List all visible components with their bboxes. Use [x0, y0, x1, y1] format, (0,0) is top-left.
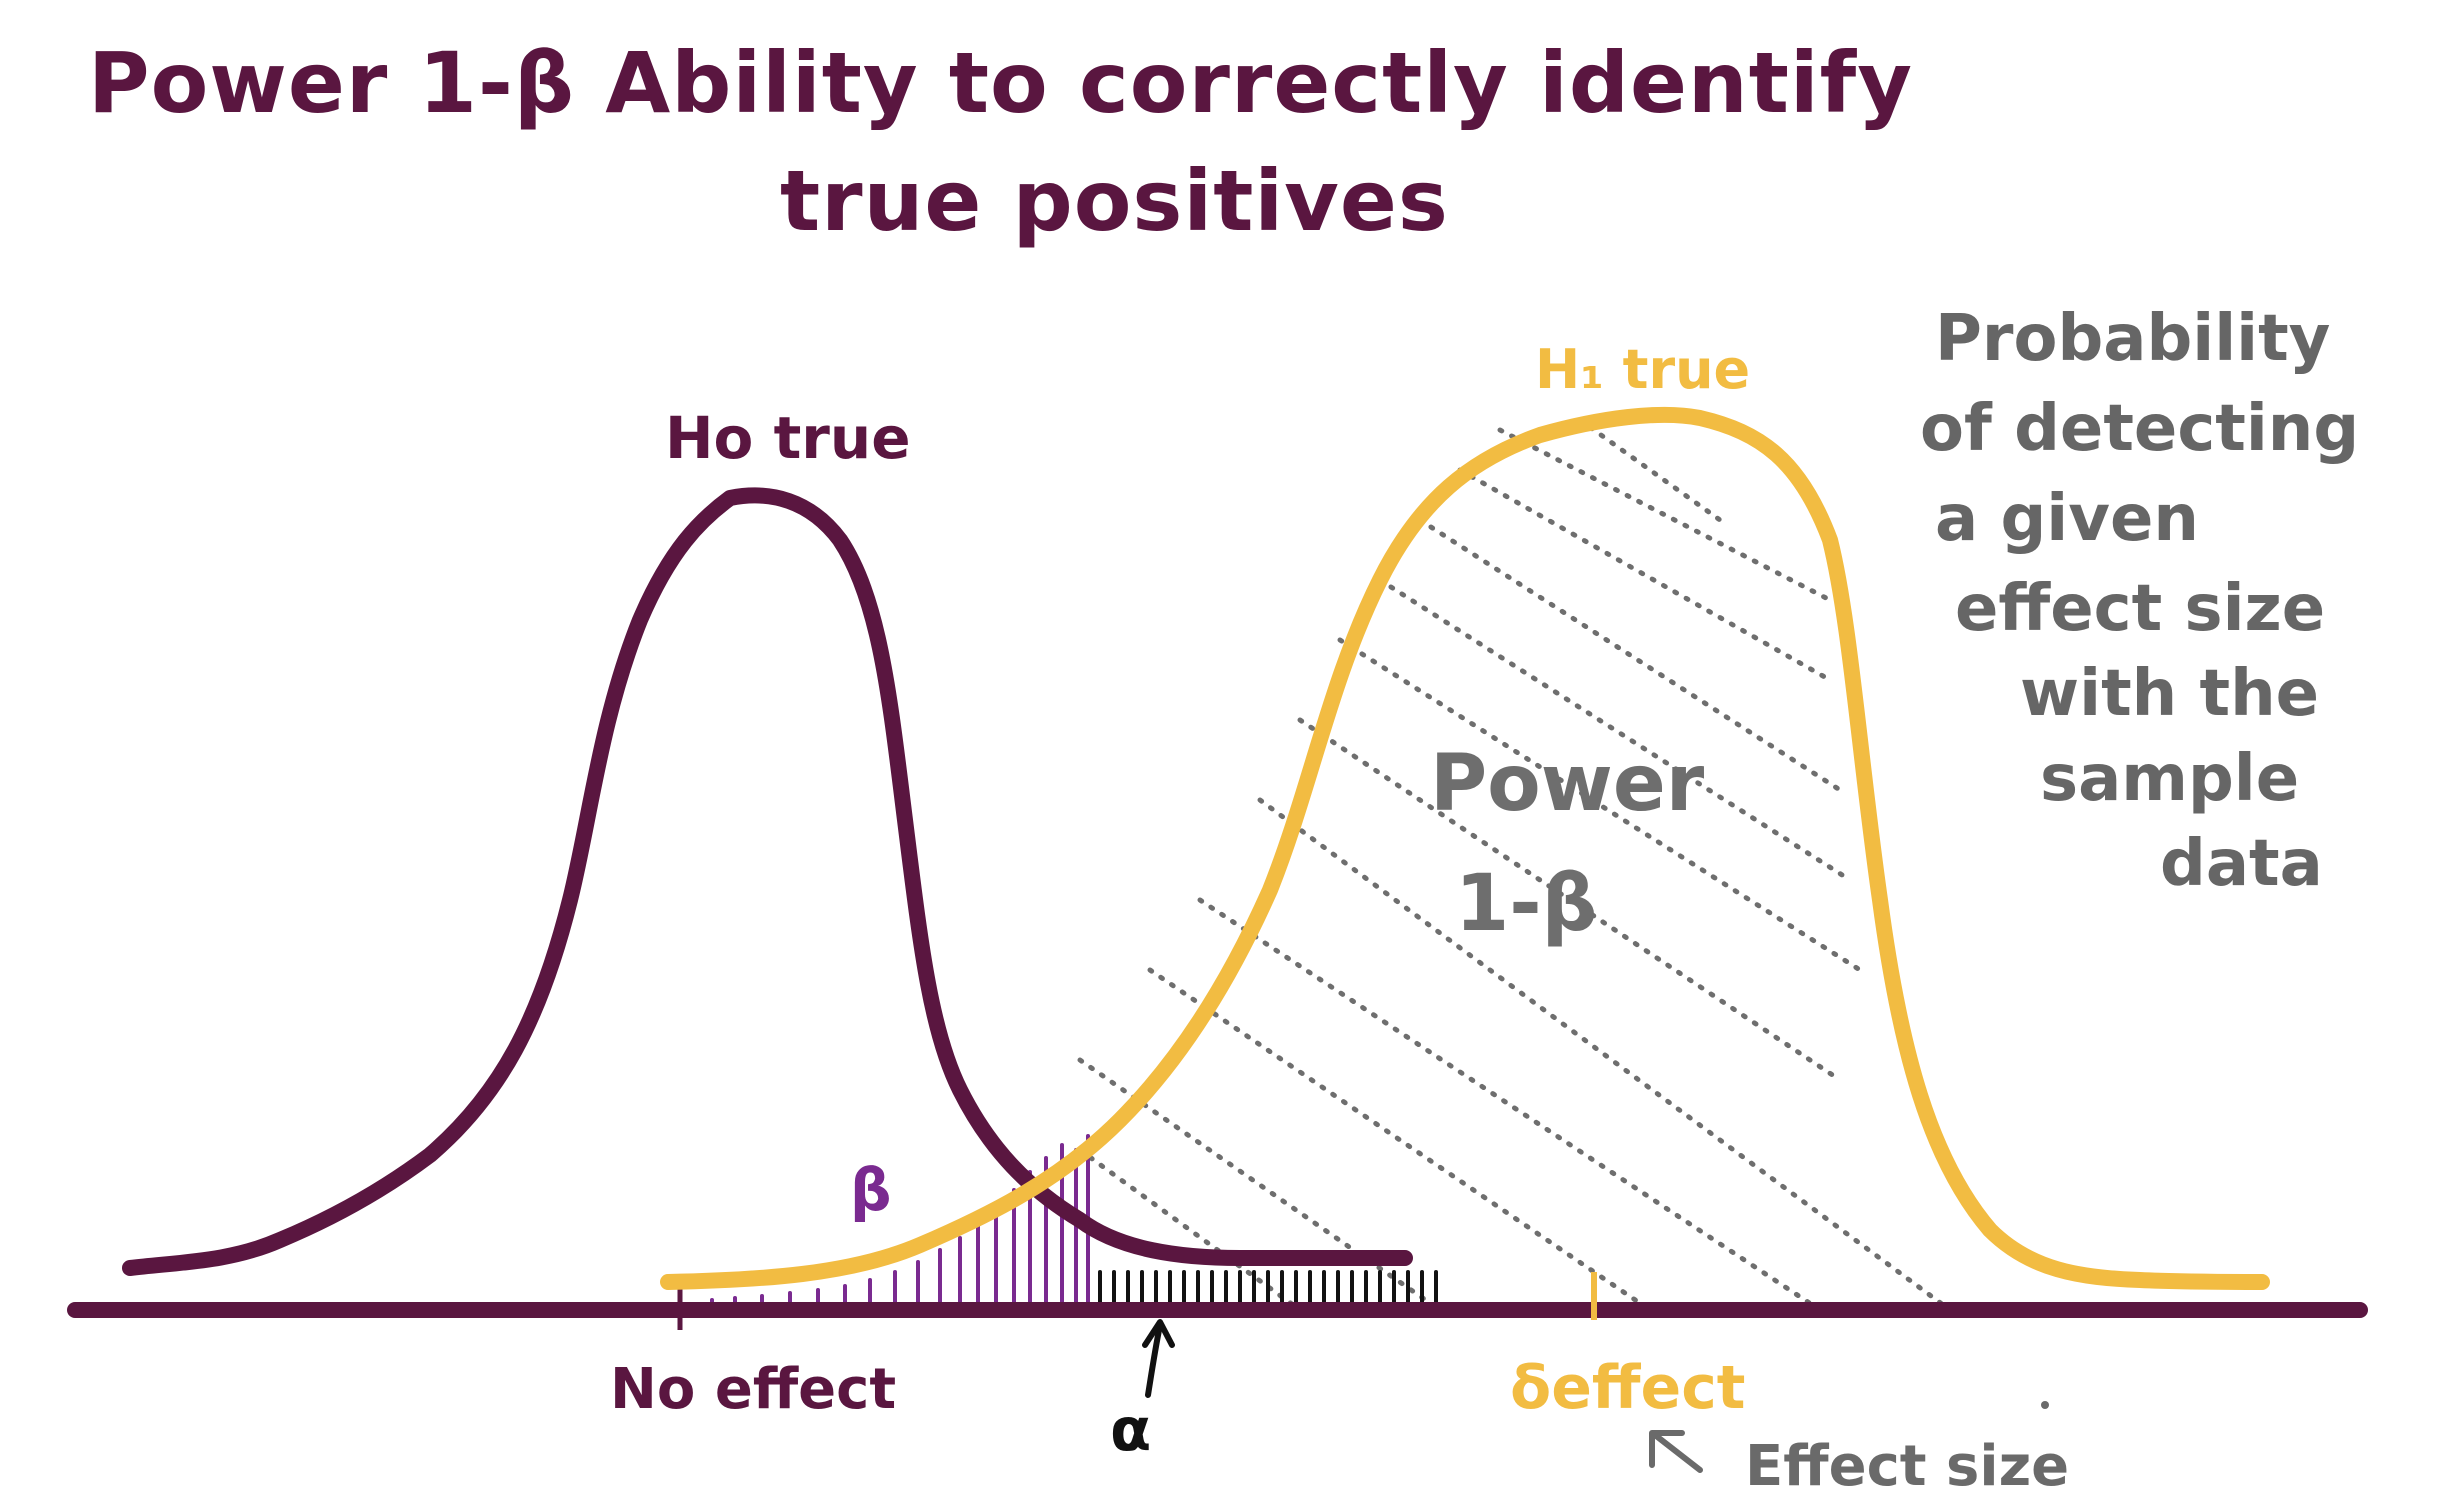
power-formula: 1-β [1455, 859, 1597, 949]
no-effect-label: No effect [610, 1357, 896, 1422]
alpha-label: α [1110, 1395, 1151, 1465]
description-line: effect size [1955, 572, 2325, 646]
power-region-hatch [1077, 417, 1953, 1313]
title-line-1: Power 1-β Ability to correctly identify [88, 34, 1913, 132]
description-line: of detecting [1920, 392, 2359, 466]
alpha-arrow [1142, 1319, 1175, 1398]
h0-label: Ho true [665, 404, 911, 472]
stray-dot [2041, 1401, 2049, 1409]
title-line-2: true positives [780, 152, 1449, 250]
h1-label: H₁ true [1535, 338, 1750, 401]
effect-size-arrow [1649, 1430, 1703, 1473]
alpha-region-hatch [1098, 1270, 1438, 1304]
h1-curve [660, 406, 2270, 1290]
description-line: Probability [1935, 302, 2330, 376]
description-block: Probability of detecting a given effect … [1920, 302, 2359, 901]
description-line: data [2160, 827, 2323, 901]
h0-curve [122, 487, 1413, 1276]
beta-label: β [850, 1156, 892, 1224]
description-line: with the [2020, 657, 2319, 731]
description-line: a given [1935, 482, 2199, 556]
description-line: sample [2040, 742, 2299, 816]
delta-effect-label: δeffect [1510, 1353, 1745, 1423]
power-label: Power [1430, 739, 1705, 829]
effect-size-label: Effect size [1745, 1434, 2069, 1499]
